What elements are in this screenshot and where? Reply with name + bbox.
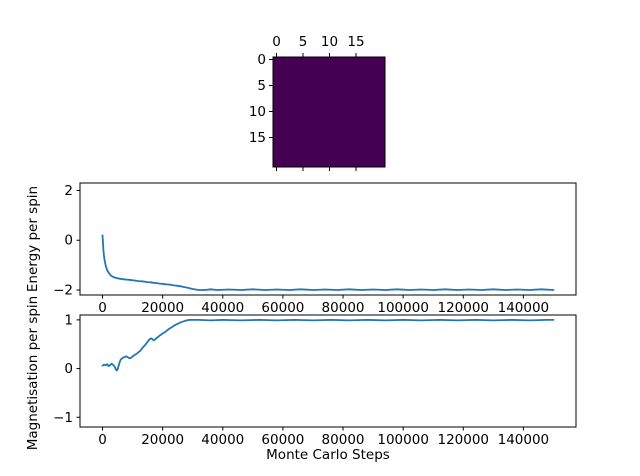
spin-lattice-heatmap <box>272 56 386 168</box>
heatmap-x-tick-label: 10 <box>321 34 338 50</box>
magnetisation-x-tick-label: 40000 <box>201 432 244 448</box>
magnetisation-x-tick-label: 120000 <box>437 432 489 448</box>
energy-x-tick-label: 40000 <box>201 300 244 316</box>
energy-y-tick-label: 2 <box>64 183 73 199</box>
magnetisation-x-tick-label: 100000 <box>377 432 429 448</box>
energy-y-tick-label: −2 <box>53 283 73 299</box>
energy-x-tick-label: 0 <box>98 300 107 316</box>
energy-y-axis-label: Energy per spin <box>25 185 41 293</box>
heatmap-y-tick-label: 5 <box>257 78 266 94</box>
energy-x-tick-label: 100000 <box>377 300 429 316</box>
magnetisation-y-tick-label: 1 <box>64 312 73 328</box>
magnetisation-x-tick-label: 80000 <box>322 432 365 448</box>
energy-per-spin-line <box>101 234 555 291</box>
heatmap-y-tick-label: 0 <box>257 52 266 68</box>
magnetisation-per-spin-line <box>101 319 555 372</box>
magnetisation-x-tick-label: 0 <box>98 432 107 448</box>
magnetisation-y-axis-label: Magnetisation per spin <box>25 295 41 451</box>
heatmap-y-tick-label: 10 <box>249 104 266 120</box>
magnetisation-y-tick-label: −1 <box>53 410 73 426</box>
energy-y-tick-label: 0 <box>64 233 73 249</box>
magnetisation-x-tick-label: 20000 <box>141 432 184 448</box>
magnetisation-plot-spines <box>79 314 577 428</box>
heatmap-y-tick-label: 15 <box>249 130 266 146</box>
energy-plot-spines <box>79 182 577 296</box>
magnetisation-y-tick-label: 0 <box>64 361 73 377</box>
energy-x-tick-label: 20000 <box>141 300 184 316</box>
x-axis-label: Monte Carlo Steps <box>266 447 390 463</box>
heatmap-x-tick-label: 15 <box>347 34 364 50</box>
energy-x-tick-label: 120000 <box>437 300 489 316</box>
magnetisation-x-tick-label: 60000 <box>261 432 304 448</box>
energy-x-tick-label: 140000 <box>498 300 550 316</box>
heatmap-x-tick-label: 5 <box>299 34 308 50</box>
energy-x-tick-label: 80000 <box>322 300 365 316</box>
heatmap-x-tick-label: 0 <box>272 34 281 50</box>
energy-x-tick-label: 60000 <box>261 300 304 316</box>
magnetisation-x-tick-label: 140000 <box>498 432 550 448</box>
